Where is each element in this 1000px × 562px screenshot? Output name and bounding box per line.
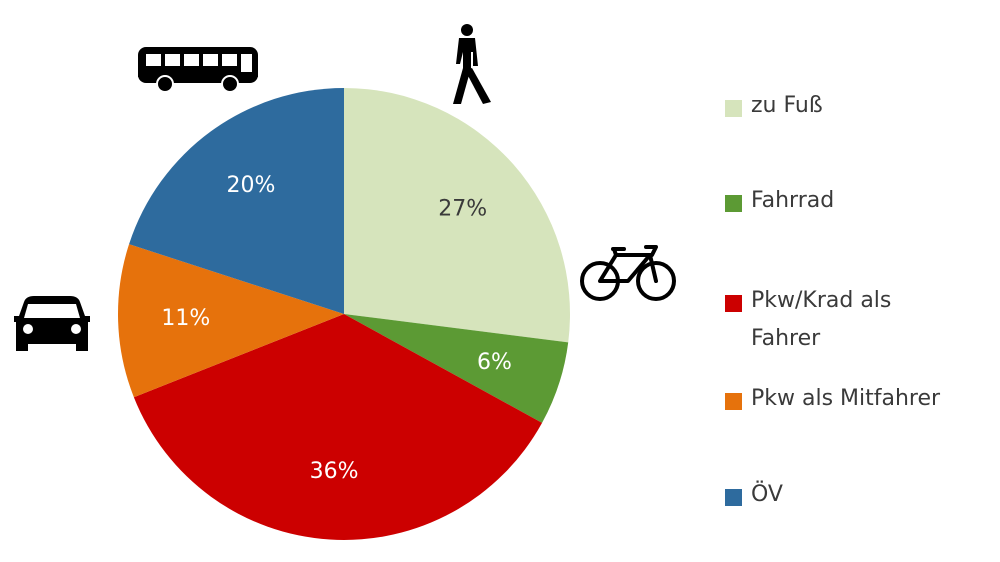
bicycle-icon [580,245,676,301]
legend-swatch [725,393,742,410]
legend: zu Fuß Fahrrad Pkw/Krad als Fahrer Pkw a… [725,0,1000,562]
pie-slice-4 [129,88,344,314]
legend-swatch [725,489,742,506]
pie-data-label-1: 6% [477,350,512,375]
pedestrian-icon [453,24,491,104]
legend-item-fahrrad: Fahrrad [725,188,834,220]
pie-data-label-4: 20% [227,173,276,198]
pie-slice-1 [344,314,569,423]
legend-item-zu-fuss: zu Fuß [725,93,823,125]
legend-label: Pkw als Mitfahrer [751,386,941,411]
legend-item-pkw-fahrer: Pkw/Krad als Fahrer [725,288,961,358]
legend-label: Pkw/Krad als Fahrer [751,288,892,351]
bus-icon [138,47,258,93]
legend-label: ÖV [751,482,783,507]
legend-item-pkw-mitfahrer: Pkw als Mitfahrer [725,386,940,418]
pie-data-label-2: 36% [310,459,359,484]
pie-slice-3 [117,244,344,398]
legend-swatch [725,195,742,212]
legend-label: zu Fuß [751,93,823,118]
pie-chart: 27% 6% 36% 11% 20% [14,24,676,541]
pie-slices [117,88,570,541]
legend-item-oev: ÖV [725,482,783,514]
legend-label: Fahrrad [751,188,835,213]
car-icon [14,296,90,351]
pie-slice-labels: 27% 6% 36% 11% 20% [161,173,511,484]
pie-data-label-3: 11% [161,306,210,331]
pie-slice-0 [344,88,570,343]
legend-swatch [725,295,742,312]
legend-swatch [725,100,742,117]
pie-data-label-0: 27% [438,196,487,221]
pie-slice-2 [133,314,543,541]
